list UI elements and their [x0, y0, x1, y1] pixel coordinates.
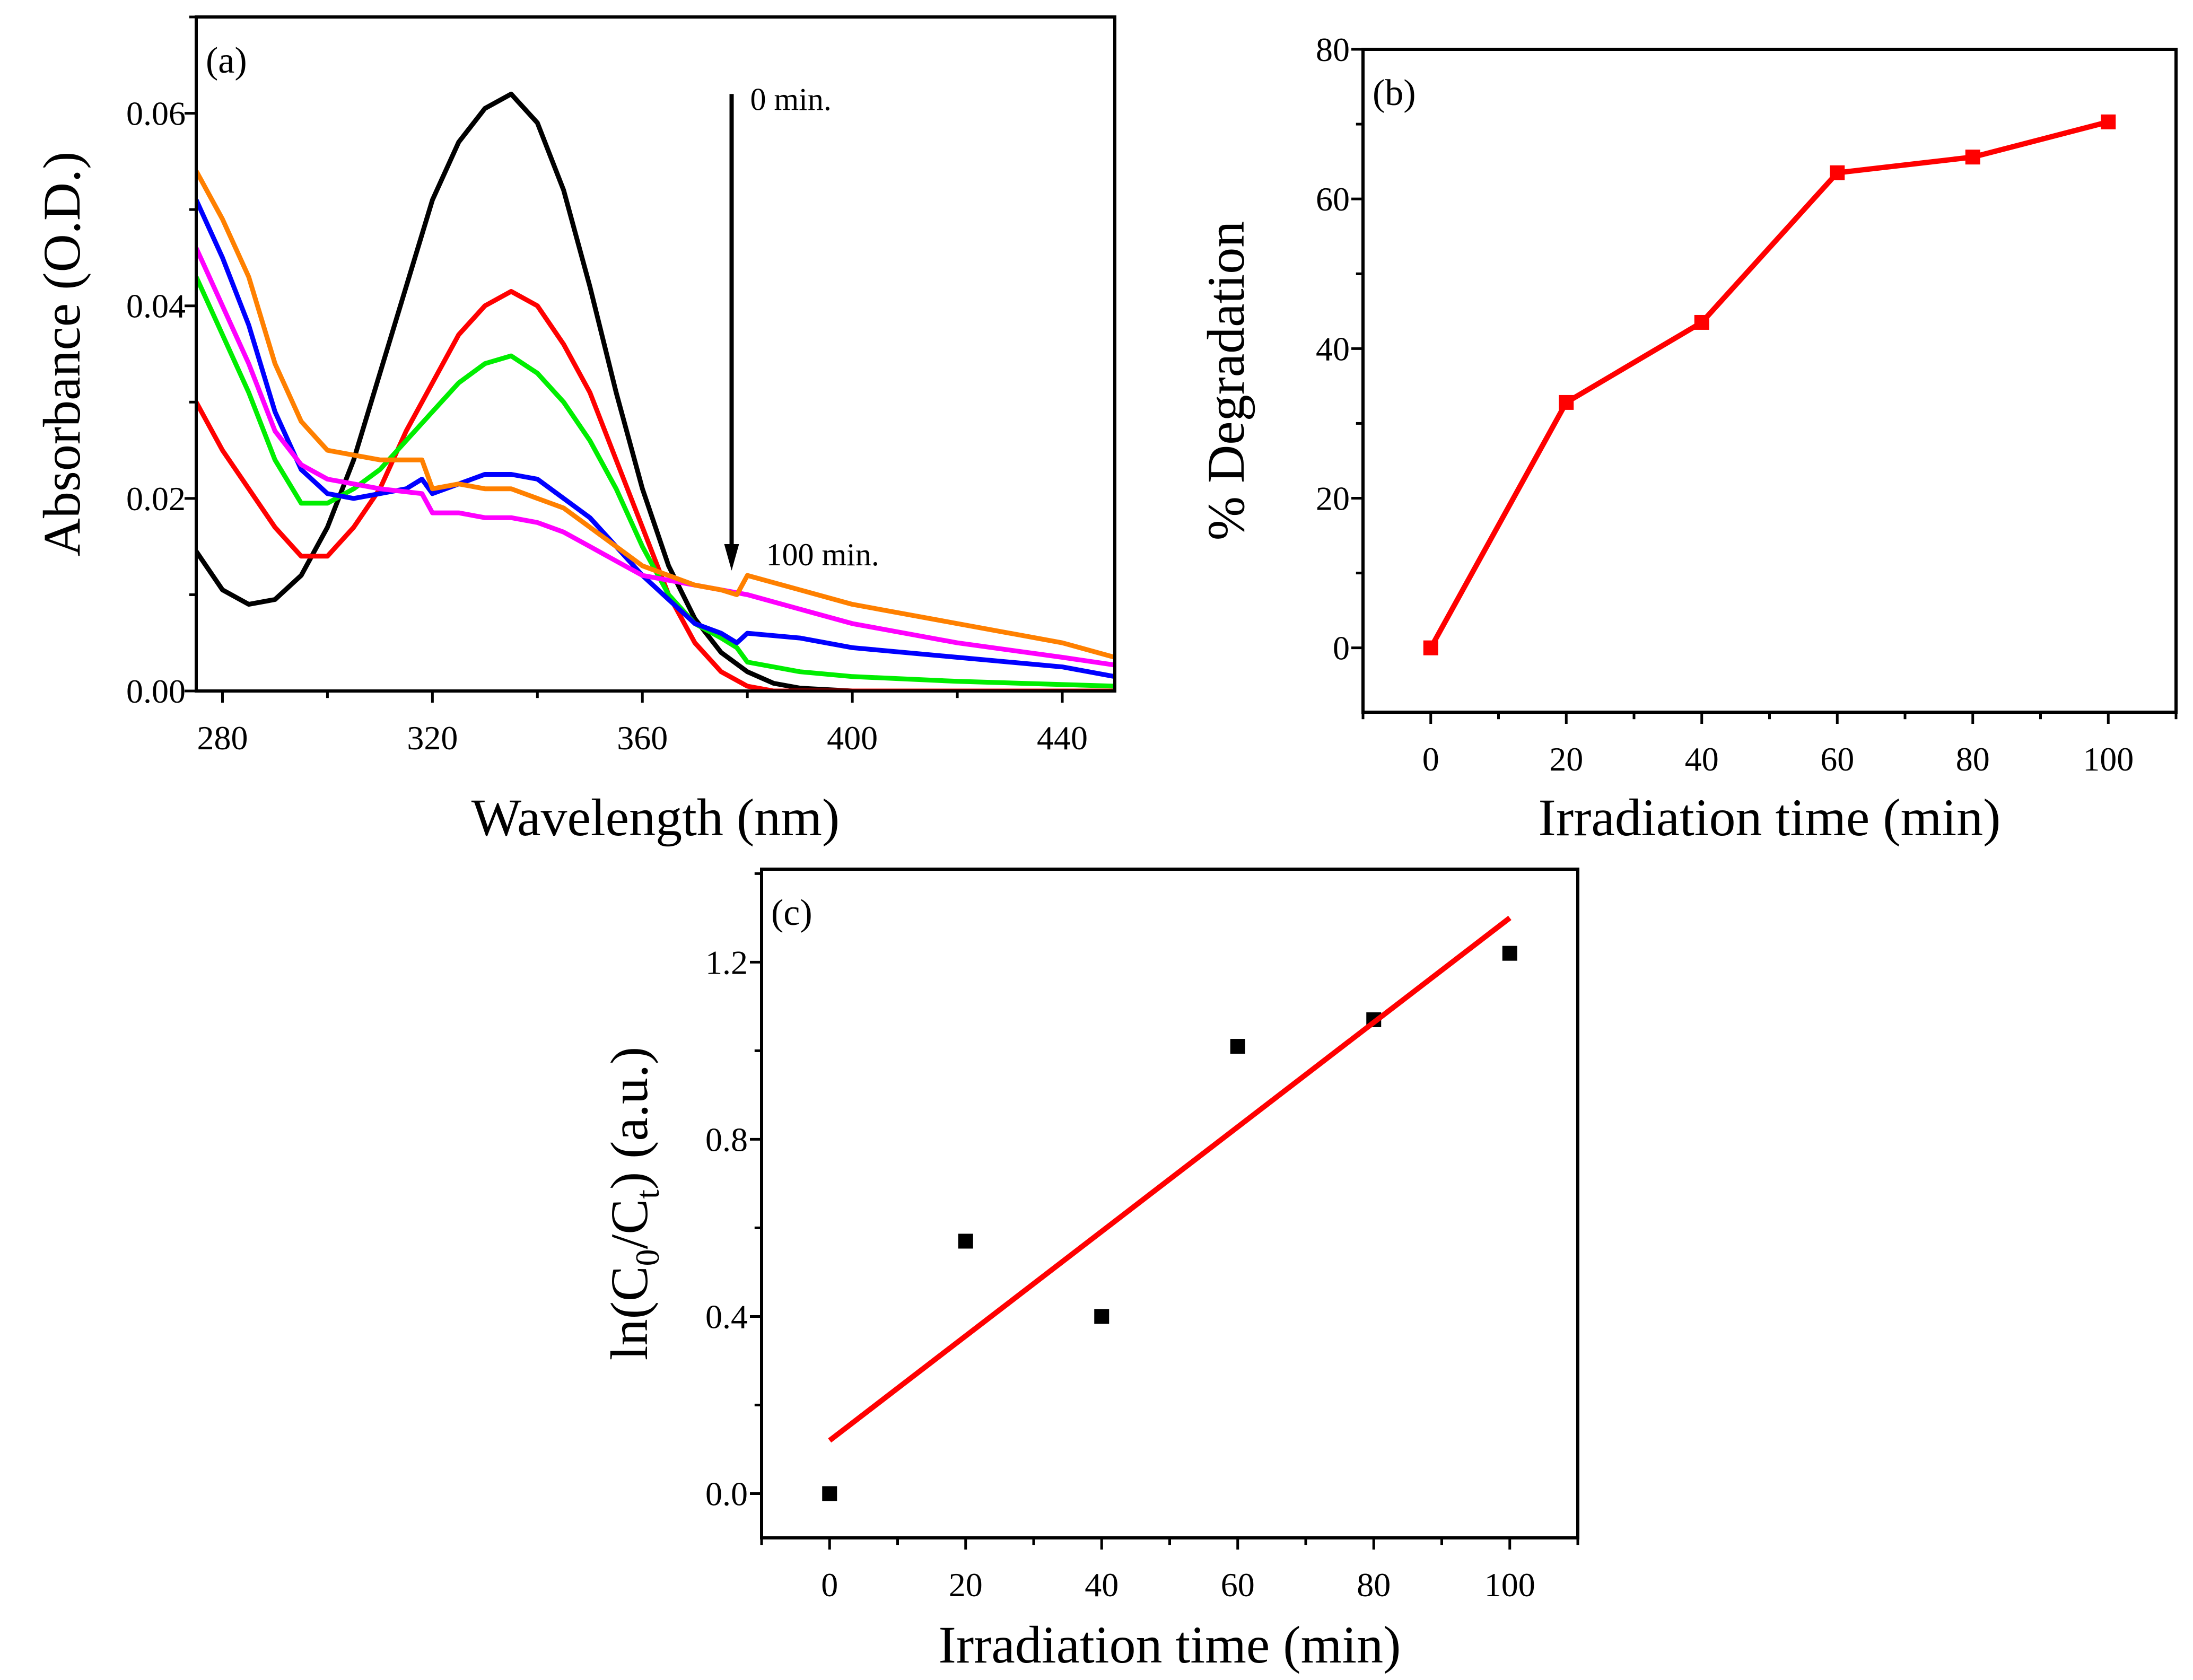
panel-label: (c) — [771, 892, 812, 933]
y-axis-title-part: ln(C — [600, 1266, 659, 1360]
annotation-start-time: 0 min. — [750, 82, 832, 117]
data-point-marker — [1094, 1309, 1109, 1324]
x-tick-label: 0 — [821, 1566, 838, 1604]
x-tick-label: 100 — [1484, 1566, 1535, 1604]
y-axis-title-subscript: 0 — [628, 1249, 666, 1266]
data-point-marker — [1230, 1039, 1245, 1054]
x-tick-label: 280 — [197, 719, 248, 757]
x-tick-label: 20 — [1549, 740, 1583, 778]
panel-c-kinetics: 0 20 40 60 80 100 0.0 0.4 0.8 1.2 (c) Irradiation t… — [600, 868, 1579, 1674]
x-tick-label: 80 — [1956, 740, 1990, 778]
series-line-80-min — [196, 247, 1115, 668]
x-tick-label: 360 — [617, 719, 668, 757]
series-line--degradation — [1428, 119, 2109, 650]
y-tick-label: 40 — [1316, 330, 1350, 368]
y-tick-label: 1.2 — [705, 943, 748, 981]
x-tick-label: 440 — [1037, 719, 1088, 757]
x-tick-label: 400 — [827, 719, 878, 757]
x-axis-title: Irradiation time (min) — [939, 1615, 1401, 1674]
x-tick-label: 0 — [1422, 740, 1439, 778]
data-point-marker — [1559, 395, 1574, 410]
data-point-marker — [822, 1486, 837, 1501]
y-axis-title-part: /C — [600, 1199, 659, 1249]
y-tick-label: 0.0 — [705, 1475, 748, 1512]
x-tick-label: 60 — [1820, 740, 1854, 778]
data-point-marker — [1830, 165, 1845, 180]
series-line-60-min — [196, 199, 1115, 679]
panel-b-degradation: 0 20 40 60 80 100 0 20 40 60 80 (b) Irradiation time… — [1196, 31, 2178, 847]
y-tick-label: 0.06 — [126, 95, 186, 133]
x-tick-label: 40 — [1685, 740, 1719, 778]
x-tick-label: 320 — [407, 719, 458, 757]
y-tick-label: 0.04 — [126, 287, 186, 325]
y-tick-label: 0.02 — [126, 480, 186, 518]
y-tick-label: 80 — [1316, 31, 1350, 68]
series-line-20-min — [196, 289, 1115, 691]
panel-a-absorbance-spectra: 280 320 360 400 440 0.00 0.02 0.04 0.06 (a) Wavele… — [32, 15, 1116, 847]
panel-label: (a) — [206, 40, 247, 81]
x-tick-label: 60 — [1221, 1566, 1255, 1604]
annotation-end-time: 100 min. — [766, 537, 879, 572]
series-line-40-min — [196, 276, 1115, 689]
plot-frame — [760, 868, 1579, 1539]
series-line-0-min — [196, 91, 1115, 691]
data-point-marker — [2101, 114, 2116, 129]
y-axis-title-part: ) (a.u.) — [600, 1047, 659, 1189]
y-axis-title: ln(C0/Ct) (a.u.) — [600, 1047, 666, 1360]
y-tick-label: 60 — [1316, 180, 1350, 218]
x-tick-label: 100 — [2083, 740, 2134, 778]
x-tick-label: 40 — [1085, 1566, 1119, 1604]
panel-label: (b) — [1373, 73, 1416, 113]
data-point-marker — [1694, 314, 1709, 330]
y-tick-label: 0 — [1333, 629, 1350, 667]
data-point-marker — [1965, 150, 1980, 165]
series-line-100-min — [196, 170, 1115, 660]
y-axis-title-subscript: t — [628, 1189, 666, 1199]
x-axis-title: Wavelength (nm) — [471, 788, 840, 847]
x-axis-title: Irradiation time (min) — [1539, 788, 2001, 847]
y-tick-label: 20 — [1316, 480, 1350, 518]
data-point-marker — [1502, 946, 1517, 961]
y-axis-title: Absorbance (O.D.) — [32, 152, 91, 557]
y-tick-label: 0.4 — [705, 1298, 748, 1335]
y-axis-title: % Degradation — [1196, 221, 1255, 541]
arrow-head-icon — [724, 544, 739, 571]
plot-frame — [1361, 48, 2178, 714]
data-point-marker — [1423, 640, 1438, 655]
series-line-linear-fit — [828, 915, 1511, 1443]
x-tick-label: 20 — [949, 1566, 983, 1604]
y-tick-label: 0.8 — [705, 1121, 748, 1158]
data-point-marker — [958, 1233, 973, 1249]
plot-frame — [195, 15, 1116, 693]
y-tick-label: 0.00 — [126, 672, 186, 710]
x-tick-label: 80 — [1357, 1566, 1391, 1604]
